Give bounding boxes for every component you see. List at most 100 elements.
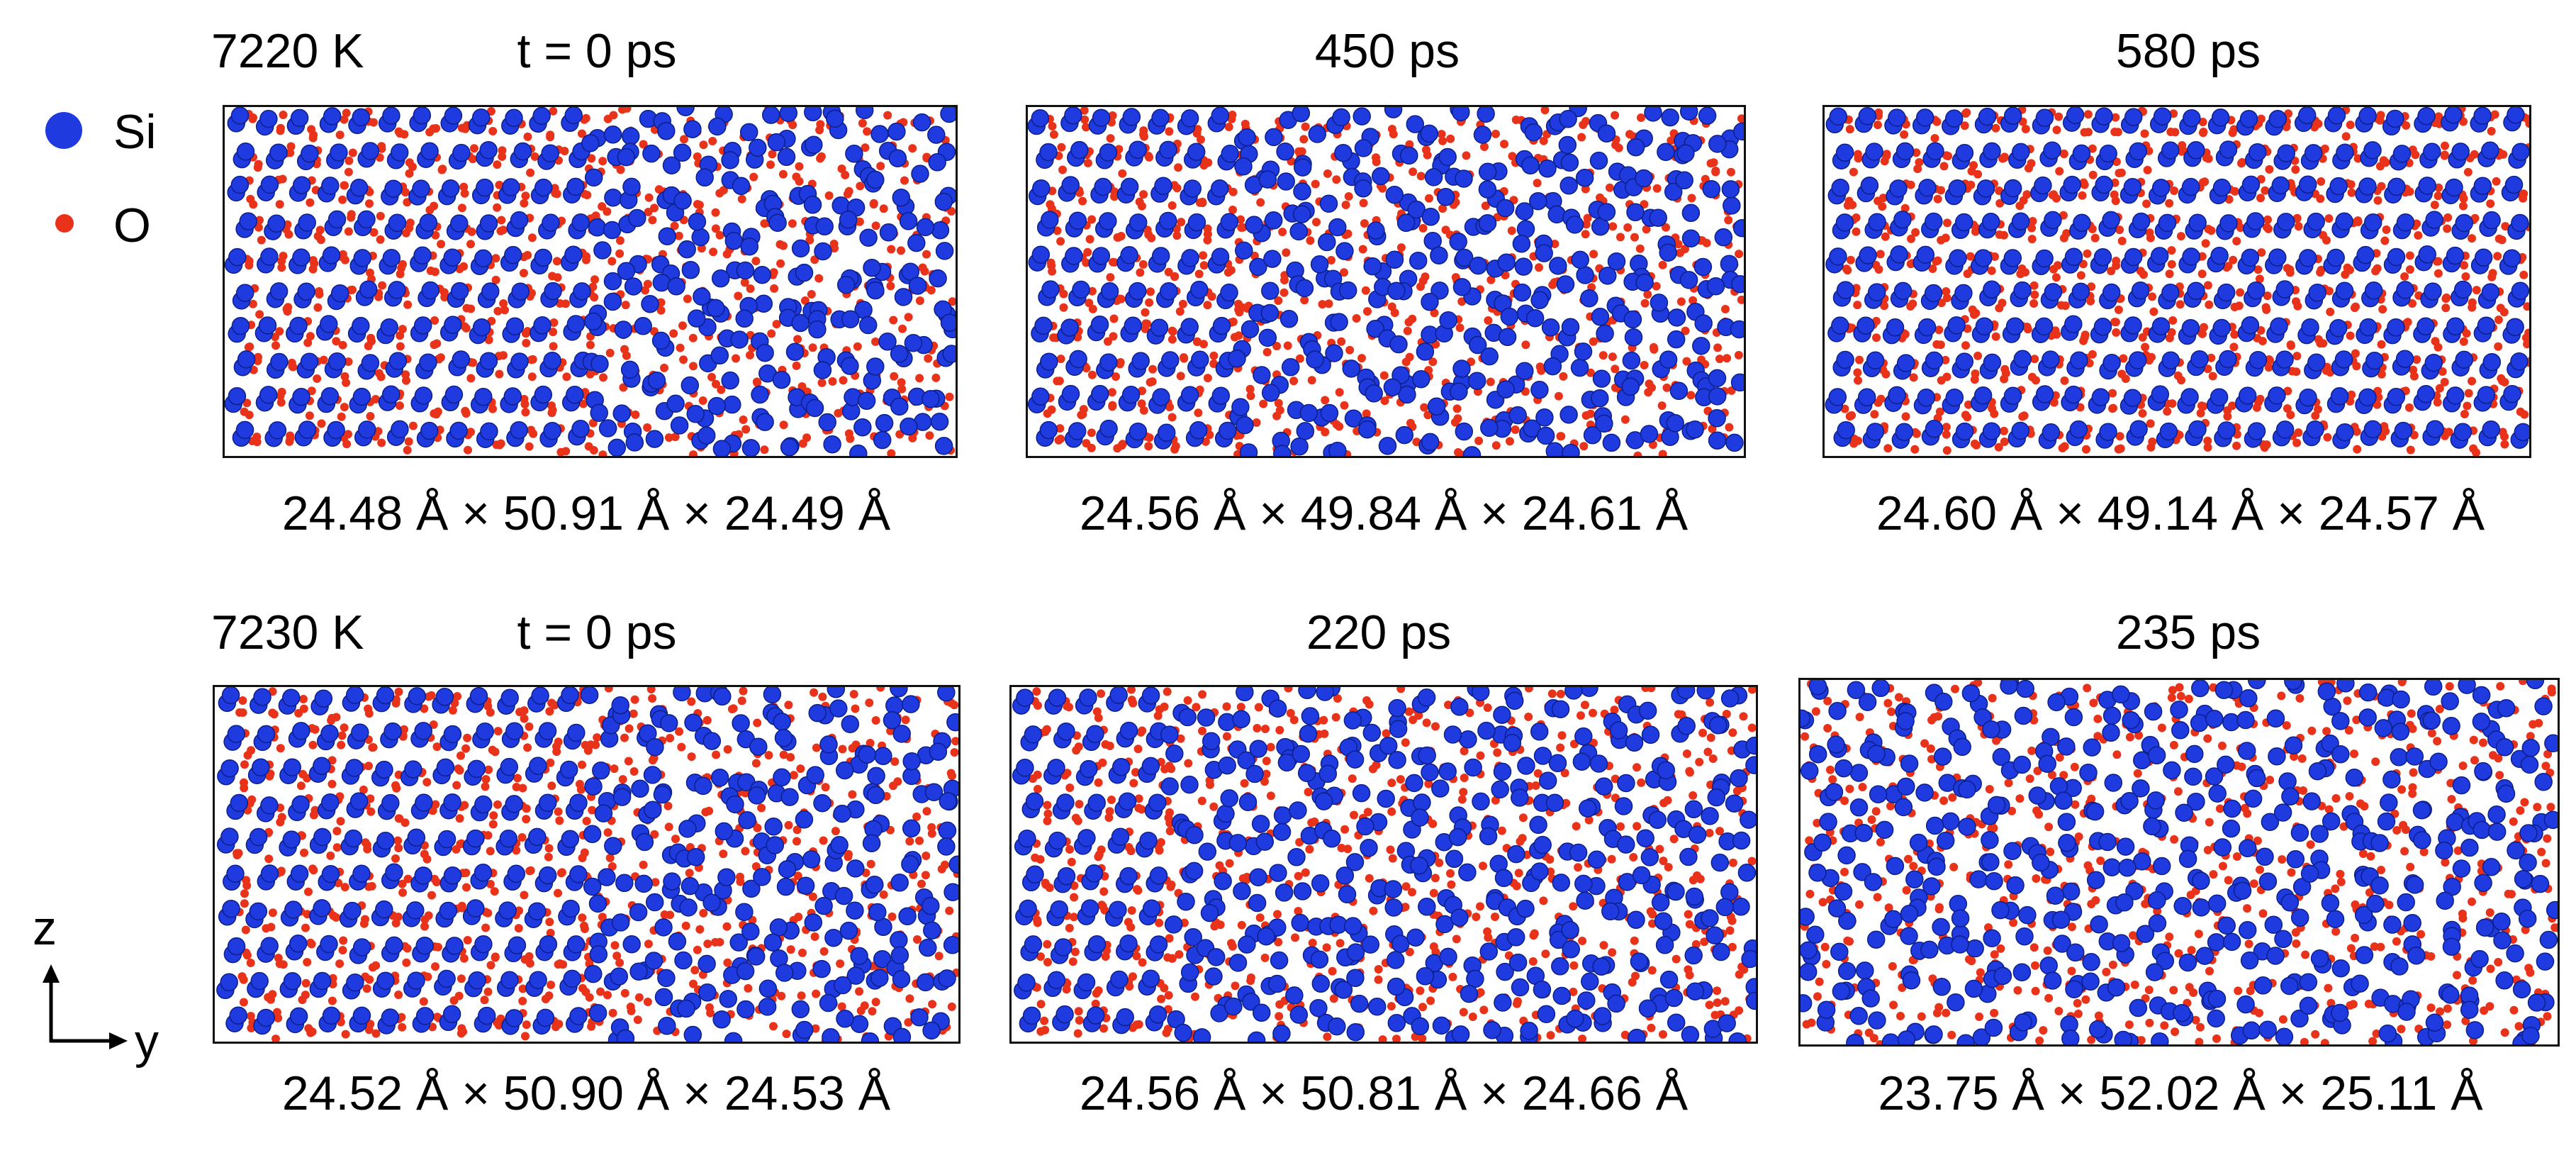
silicon-atom [751, 385, 769, 404]
oxygen-atom [1139, 406, 1148, 415]
oxygen-atom [404, 437, 413, 446]
silicon-atom [319, 315, 338, 333]
silicon-atom [1120, 177, 1139, 196]
silicon-atom [615, 874, 634, 893]
silicon-atom [2158, 213, 2177, 233]
silicon-atom [1857, 388, 1876, 407]
silicon-atom [1836, 350, 1854, 369]
oxygen-atom [1846, 255, 1855, 264]
silicon-atom [1234, 157, 1253, 176]
silicon-atom [612, 788, 632, 806]
silicon-atom [1893, 281, 1913, 301]
oxygen-atom [495, 369, 504, 379]
silicon-atom [1365, 384, 1383, 403]
oxygen-atom [1652, 281, 1661, 291]
silicon-atom [780, 788, 799, 806]
silicon-atom [2042, 423, 2061, 442]
silicon-atom [622, 935, 641, 954]
oxygen-atom [2147, 352, 2156, 362]
oxygen-atom [576, 779, 584, 788]
silicon-atom [476, 178, 494, 197]
oxygen-atom [1176, 372, 1185, 381]
oxygen-atom [1049, 130, 1058, 139]
oxygen-atom [348, 285, 357, 294]
oxygen-atom [1165, 827, 1175, 836]
oxygen-atom [1053, 226, 1062, 235]
silicon-atom [1708, 387, 1727, 406]
silicon-atom [1031, 387, 1050, 406]
oxygen-atom [1074, 1007, 1083, 1016]
oxygen-atom [709, 247, 718, 257]
silicon-atom [1559, 110, 1577, 128]
silicon-atom [381, 1008, 400, 1027]
oxygen-atom [391, 854, 400, 863]
oxygen-atom [2373, 196, 2382, 205]
oxygen-atom [1165, 934, 1174, 943]
oxygen-atom [1105, 807, 1114, 816]
oxygen-atom [2198, 178, 2207, 187]
oxygen-atom [1048, 122, 1057, 130]
silicon-atom [228, 386, 247, 406]
oxygen-atom [607, 862, 617, 871]
oxygen-atom [2346, 121, 2355, 130]
oxygen-atom [491, 952, 500, 961]
oxygen-atom [689, 450, 698, 456]
silicon-atom [2270, 317, 2288, 335]
silicon-atom [1338, 281, 1357, 300]
silicon-atom [505, 722, 524, 740]
oxygen-atom [2084, 128, 2093, 137]
silicon-atom [236, 143, 255, 161]
oxygen-atom [554, 807, 563, 816]
oxygen-atom [377, 142, 386, 151]
oxygen-atom [2021, 268, 2029, 277]
silicon-atom [1530, 381, 1549, 399]
oxygen-atom [248, 299, 257, 308]
silicon-atom [474, 864, 493, 882]
silicon-atom [584, 777, 603, 796]
silicon-atom [1835, 213, 1854, 232]
silicon-atom [624, 277, 643, 296]
oxygen-atom [1533, 179, 1542, 188]
oxygen-atom [377, 438, 386, 447]
silicon-atom [260, 937, 279, 955]
oxygen-atom [2350, 303, 2359, 313]
oxygen-atom [1139, 190, 1148, 199]
oxygen-atom [782, 1030, 791, 1039]
silicon-atom [544, 281, 562, 301]
oxygen-atom [1252, 418, 1261, 427]
oxygen-atom [457, 751, 465, 760]
silicon-atom [919, 938, 937, 957]
silicon-atom [736, 261, 755, 280]
legend-si-label: Si [113, 105, 157, 159]
oxygen-atom [1662, 223, 1670, 232]
silicon-atom [1253, 366, 1271, 384]
oxygen-atom [695, 925, 705, 934]
oxygen-atom [794, 913, 803, 922]
silicon-atom [443, 793, 461, 812]
silicon-atom [1888, 386, 1906, 405]
oxygen-atom [366, 807, 376, 816]
silicon-atom [902, 752, 921, 771]
silicon-atom [510, 420, 528, 440]
silicon-atom [763, 933, 783, 952]
oxygen-atom [1109, 332, 1118, 341]
oxygen-atom [719, 186, 728, 195]
oxygen-atom [678, 321, 687, 330]
oxygen-atom [616, 165, 625, 174]
oxygen-atom [541, 995, 550, 1003]
silicon-atom [2013, 281, 2032, 300]
oxygen-atom [246, 959, 255, 967]
oxygen-atom [1658, 450, 1667, 456]
oxygen-atom [751, 759, 761, 768]
silicon-atom [1514, 257, 1533, 276]
silicon-atom [916, 973, 935, 992]
oxygen-atom [660, 363, 668, 372]
oxygen-atom [660, 910, 669, 919]
oxygen-atom [245, 411, 254, 420]
oxygen-atom [1146, 287, 1155, 296]
silicon-atom [1120, 246, 1138, 264]
silicon-atom [2268, 248, 2287, 267]
oxygen-atom [456, 840, 465, 849]
silicon-atom [283, 758, 301, 776]
silicon-atom [634, 317, 652, 335]
